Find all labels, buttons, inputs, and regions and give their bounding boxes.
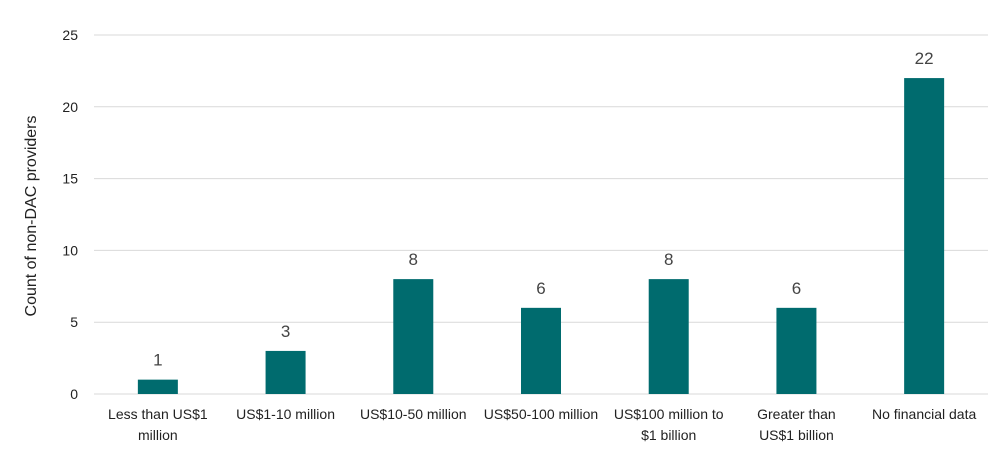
data-label: 8 <box>664 250 673 269</box>
bar <box>393 279 434 394</box>
y-tick-label: 10 <box>62 242 78 258</box>
x-category-label: No financial data <box>872 406 977 422</box>
data-label: 8 <box>409 250 418 269</box>
y-tick-label: 15 <box>62 171 78 187</box>
bars <box>137 78 945 394</box>
x-axis-categories: Less than US$1 million US$1-10 million US$1… <box>108 406 976 443</box>
data-label: 1 <box>153 351 162 370</box>
y-tick-label: 20 <box>62 99 78 115</box>
bar <box>776 307 817 394</box>
data-label: 3 <box>281 322 290 341</box>
data-label: 6 <box>792 279 801 298</box>
x-category-label: Less than US$1 million <box>108 406 208 443</box>
x-category-label: Greater than US$1 billion <box>757 406 836 443</box>
y-tick-label: 25 <box>62 27 78 43</box>
bar <box>904 78 945 394</box>
data-label: 6 <box>536 279 545 298</box>
y-axis-ticks: 0 5 10 15 20 25 <box>62 27 78 402</box>
bar <box>648 279 689 394</box>
gridlines <box>94 34 988 395</box>
x-category-label: US$50-100 million <box>484 406 598 422</box>
x-category-label: US$1-10 million <box>236 406 335 422</box>
y-tick-label: 5 <box>70 314 78 330</box>
data-labels: 1 3 8 6 8 6 22 <box>153 49 933 370</box>
bar <box>521 307 561 394</box>
bar <box>265 350 306 394</box>
x-category-label: US$10-50 million <box>360 406 467 422</box>
bar <box>137 379 178 394</box>
y-axis-label: Count of non-DAC providers <box>23 116 40 317</box>
y-tick-label: 0 <box>70 386 78 402</box>
data-label: 22 <box>915 49 934 68</box>
x-category-label: US$100 million to $1 billion <box>614 406 724 443</box>
